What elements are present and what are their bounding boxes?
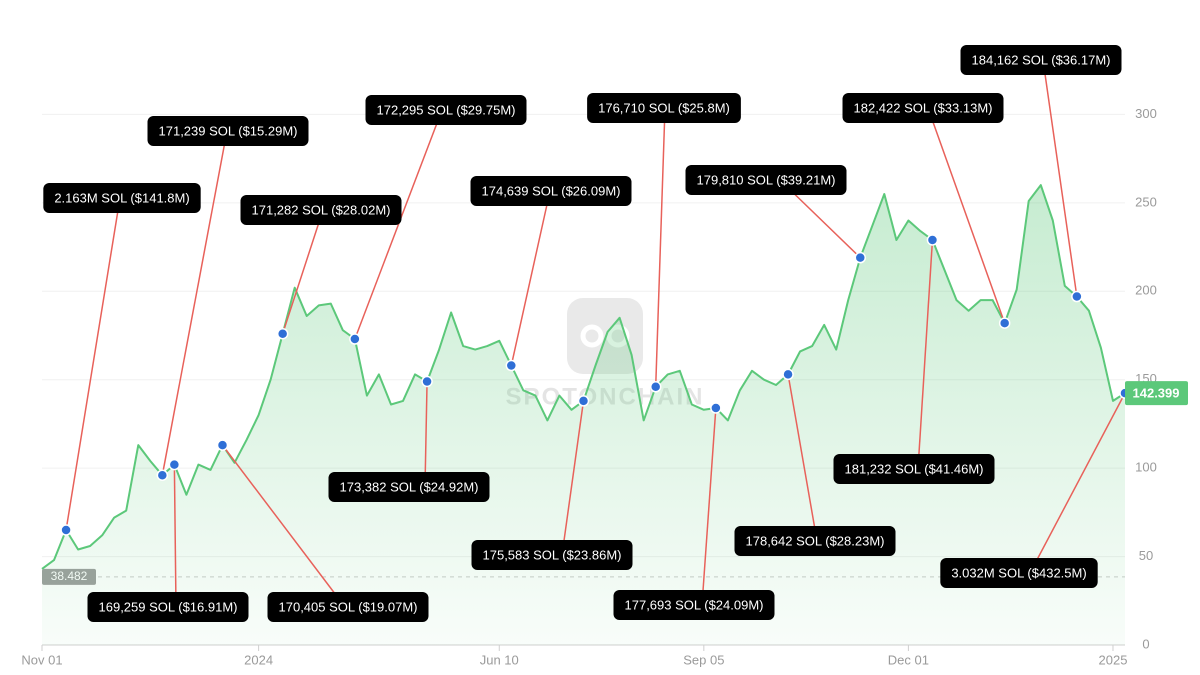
point xyxy=(216,439,229,451)
annotation: 171,239 SOL ($15.29M) xyxy=(147,116,309,146)
annotation: 182,422 SOL ($33.13M) xyxy=(842,93,1004,123)
annotation: 169,259 SOL ($16.91M) xyxy=(87,592,249,622)
annotation: 177,693 SOL ($24.09M) xyxy=(613,590,775,620)
annotation-label: 169,259 SOL ($16.91M) xyxy=(99,599,238,614)
point xyxy=(926,234,939,246)
annotation-box xyxy=(471,540,633,570)
annotation-label: 175,583 SOL ($23.86M) xyxy=(483,547,622,562)
x-tick-label: 2024 xyxy=(244,652,273,667)
point xyxy=(998,317,1011,329)
annotation: 2.163M SOL ($141.8M) xyxy=(43,183,201,213)
connector xyxy=(65,197,121,531)
point xyxy=(168,458,181,471)
annotation-label: 184,162 SOL ($36.17M) xyxy=(972,52,1111,67)
annotation-box xyxy=(960,45,1122,75)
annotation-label: 170,405 SOL ($19.07M) xyxy=(279,599,418,614)
annotation: 171,282 SOL ($28.02M) xyxy=(240,195,402,225)
annotation-box xyxy=(147,116,309,146)
connector xyxy=(161,130,228,476)
connector xyxy=(1029,392,1126,574)
annotation-label: 179,810 SOL ($39.21M) xyxy=(697,172,836,187)
annotation: 3.032M SOL ($432.5M) xyxy=(940,558,1098,588)
annotation-label: 2.163M SOL ($141.8M) xyxy=(54,190,189,205)
x-tick-label: Jun 10 xyxy=(480,652,519,667)
annotation-label: 3.032M SOL ($432.5M) xyxy=(951,565,1086,580)
connector xyxy=(927,107,1006,324)
y-tick-label: 250 xyxy=(1135,194,1157,209)
annotation-label: 171,282 SOL ($28.02M) xyxy=(252,202,391,217)
annotation-box xyxy=(940,558,1098,588)
annotation: 178,642 SOL ($28.23M) xyxy=(734,526,896,556)
connector xyxy=(561,400,585,556)
y-tick-label: 0 xyxy=(1142,636,1149,651)
watermark-icon xyxy=(580,324,604,348)
annotation-box xyxy=(43,183,201,213)
annotation-box xyxy=(833,454,995,484)
connector xyxy=(701,407,717,606)
annotation-box xyxy=(842,93,1004,123)
annotation: 179,810 SOL ($39.21M) xyxy=(685,165,847,195)
y-tick-label: 300 xyxy=(1135,106,1157,121)
annotation-box xyxy=(240,195,402,225)
connector xyxy=(281,209,324,334)
point xyxy=(505,359,518,372)
annotation-box xyxy=(87,592,249,622)
current-price-box xyxy=(1125,381,1188,406)
y-tick-label: 100 xyxy=(1135,460,1157,475)
point xyxy=(156,469,169,481)
annotation-box xyxy=(613,590,775,620)
point xyxy=(649,381,662,393)
connector xyxy=(354,109,443,340)
annotation: 175,583 SOL ($23.86M) xyxy=(471,540,633,570)
annotation-label: 171,239 SOL ($15.29M) xyxy=(159,123,298,138)
connector xyxy=(510,190,551,366)
y-tick-label: 50 xyxy=(1139,548,1153,563)
point xyxy=(349,333,361,345)
annotation: 174,639 SOL ($26.09M) xyxy=(470,176,632,206)
annotation: 184,162 SOL ($36.17M) xyxy=(960,45,1122,75)
annotation: 172,295 SOL ($29.75M) xyxy=(365,95,527,125)
annotation-box xyxy=(734,526,896,556)
annotation-label: 181,232 SOL ($41.46M) xyxy=(845,461,984,476)
point xyxy=(782,368,794,381)
point xyxy=(577,395,590,407)
connector xyxy=(654,107,666,387)
annotation-label: 173,382 SOL ($24.92M) xyxy=(340,479,479,494)
point xyxy=(710,402,722,414)
annotation-label: 182,422 SOL ($33.13M) xyxy=(854,100,993,115)
annotation-box xyxy=(587,93,741,123)
annotation-box xyxy=(470,176,632,206)
y-tick-label: 200 xyxy=(1135,283,1157,298)
x-tick-label: 2025 xyxy=(1099,652,1128,667)
x-tick-label: Sep 05 xyxy=(683,652,724,667)
annotation-label: 177,693 SOL ($24.09M) xyxy=(625,597,764,612)
connector xyxy=(173,464,177,608)
annotation: 176,710 SOL ($25.8M) xyxy=(587,93,741,123)
connector xyxy=(424,381,428,488)
annotation-label: 178,642 SOL ($28.23M) xyxy=(746,533,885,548)
annotation: 170,405 SOL ($19.07M) xyxy=(267,592,429,622)
annotation-label: 172,295 SOL ($29.75M) xyxy=(377,102,516,117)
annotation: 181,232 SOL ($41.46M) xyxy=(833,454,995,484)
point xyxy=(421,375,433,388)
annotation: 173,382 SOL ($24.92M) xyxy=(328,472,490,502)
x-tick-label: Nov 01 xyxy=(21,652,62,667)
annotation-box xyxy=(365,95,527,125)
point xyxy=(276,327,289,340)
point xyxy=(60,524,72,536)
connector xyxy=(787,374,818,542)
connector xyxy=(221,444,346,608)
current-price: 142.399 xyxy=(1133,386,1180,401)
annotation-box xyxy=(328,472,490,502)
x-tick-label: Dec 01 xyxy=(888,652,929,667)
annotation-label: 174,639 SOL ($26.09M) xyxy=(482,183,621,198)
annotation-box xyxy=(267,592,429,622)
point xyxy=(1071,290,1083,303)
point xyxy=(854,251,867,264)
connector xyxy=(917,239,934,470)
annotation-label: 176,710 SOL ($25.8M) xyxy=(598,100,730,115)
connector xyxy=(1042,59,1078,297)
annotation-box xyxy=(685,165,847,195)
